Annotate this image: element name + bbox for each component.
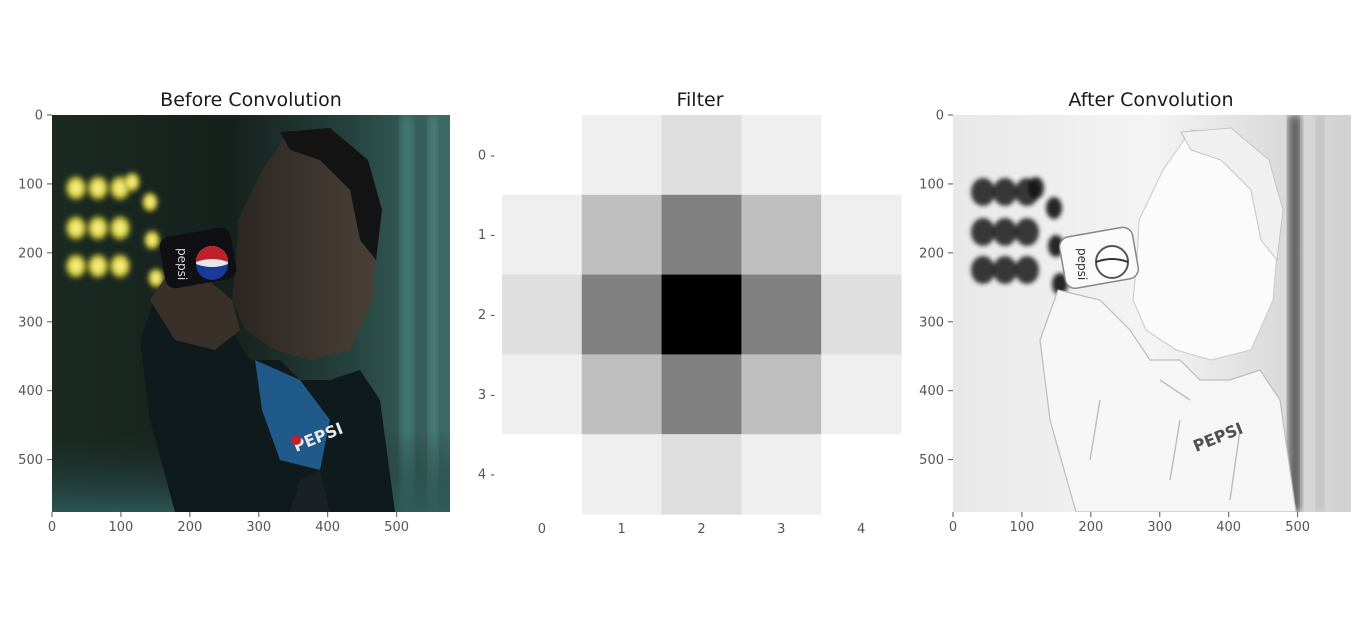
filter-cell-0-3: [741, 115, 822, 196]
after-y-tick-label-1: 100: [919, 177, 944, 192]
before-x-tick-label-1: 100: [109, 520, 134, 535]
after-y-tick-label-4: 400: [919, 384, 944, 399]
filter-cell-2-3: [741, 274, 822, 355]
after-x-tick-label-2: 200: [1078, 520, 1103, 535]
before-stadium-lights: [63, 170, 166, 290]
before-can-text: pepsi: [175, 248, 189, 280]
filter-x-tick-label-4: 4: [857, 522, 865, 537]
filter-heatmap: [502, 115, 902, 515]
filter-title: Filter: [676, 89, 723, 111]
after-y-tick-label-3: 300: [919, 315, 944, 330]
filter-cell-2-1: [581, 274, 663, 355]
after-can-text: pepsi: [1075, 248, 1089, 280]
filter-cell-3-1: [581, 354, 663, 435]
after-y-tick-label-5: 500: [919, 453, 944, 468]
filter-cell-2-2: [661, 274, 742, 355]
before-title: Before Convolution: [160, 89, 342, 111]
filter-cell-2-4: [821, 274, 902, 355]
before-x-tick-label-0: 0: [48, 520, 56, 535]
filter-cell-4-1: [581, 434, 663, 515]
filter-panel: Filter 0 1 2 3 4 0 - 1 - 2 - 3 - 4 -: [478, 89, 902, 537]
after-x-tick-label-1: 100: [1010, 520, 1035, 535]
filter-cell-3-3: [741, 354, 822, 435]
filter-cell-1-1: [581, 194, 663, 276]
after-y-tick-label-2: 200: [919, 246, 944, 261]
after-x-tick-label-0: 0: [949, 520, 957, 535]
filter-cell-1-4: [821, 194, 902, 276]
after-panel: After Convolution pepsi: [919, 89, 1351, 535]
before-x-tick-label-5: 500: [384, 520, 409, 535]
before-person: pepsi PEPSI: [140, 128, 395, 512]
before-panel: Before Convolution: [18, 89, 450, 535]
filter-cell-3-2: [661, 354, 742, 435]
after-image: pepsi PEPSI: [953, 115, 1351, 512]
filter-cell-4-0: [502, 434, 583, 515]
filter-x-ticks: 0 1 2 3 4: [538, 522, 865, 537]
before-x-tick-label-3: 300: [246, 520, 271, 535]
filter-y-ticks: 0 - 1 - 2 - 3 - 4 -: [478, 148, 495, 482]
before-can: pepsi: [159, 227, 237, 289]
after-y-ticks: 0 100 200 300 400 500: [919, 109, 953, 468]
filter-x-tick-label-0: 0: [538, 522, 546, 537]
before-y-tick-label-2: 200: [18, 246, 43, 261]
after-x-tick-label-4: 400: [1216, 520, 1241, 535]
filter-cell-2-0: [502, 274, 583, 355]
before-x-ticks: 0 100 200 300 400 500: [48, 512, 409, 535]
filter-cell-4-2: [661, 434, 742, 515]
before-y-tick-label-1: 100: [18, 177, 43, 192]
after-x-tick-label-5: 500: [1285, 520, 1310, 535]
filter-y-tick-label-2: 2 -: [478, 308, 495, 323]
before-y-tick-label-0: 0: [35, 109, 43, 124]
before-y-tick-label-4: 400: [18, 384, 43, 399]
filter-y-tick-label-4: 4 -: [478, 468, 495, 483]
after-x-ticks: 0 100 200 300 400 500: [949, 512, 1310, 535]
filter-cell-0-4: [821, 115, 902, 196]
filter-cell-3-0: [502, 354, 583, 435]
before-image: pepsi PEPSI: [52, 115, 450, 512]
before-x-tick-label-2: 200: [177, 520, 202, 535]
filter-cell-4-4: [821, 434, 902, 515]
after-person: pepsi PEPSI: [1039, 127, 1297, 512]
filter-cell-1-0: [502, 194, 583, 276]
filter-cell-0-0: [502, 115, 583, 196]
filter-x-tick-label-3: 3: [777, 522, 785, 537]
filter-x-tick-label-2: 2: [697, 522, 705, 537]
before-x-tick-label-4: 400: [315, 520, 340, 535]
filter-cell-0-2: [661, 115, 742, 196]
filter-cell-1-2: [661, 194, 742, 276]
after-can: pepsi: [1058, 226, 1140, 290]
filter-cell-4-3: [741, 434, 822, 515]
after-title: After Convolution: [1068, 89, 1233, 111]
filter-y-tick-label-1: 1 -: [478, 228, 495, 243]
after-y-tick-label-0: 0: [936, 109, 944, 124]
filter-cell-0-1: [581, 115, 663, 196]
filter-cell-3-4: [821, 354, 902, 435]
filter-y-tick-label-3: 3 -: [478, 388, 495, 403]
filter-cell-1-3: [741, 194, 822, 276]
filter-x-tick-label-1: 1: [618, 522, 626, 537]
filter-y-tick-label-0: 0 -: [478, 148, 495, 163]
before-y-ticks: 0 100 200 300 400 500: [18, 109, 52, 468]
after-x-tick-label-3: 300: [1147, 520, 1172, 535]
before-y-tick-label-5: 500: [18, 453, 43, 468]
before-y-tick-label-3: 300: [18, 315, 43, 330]
